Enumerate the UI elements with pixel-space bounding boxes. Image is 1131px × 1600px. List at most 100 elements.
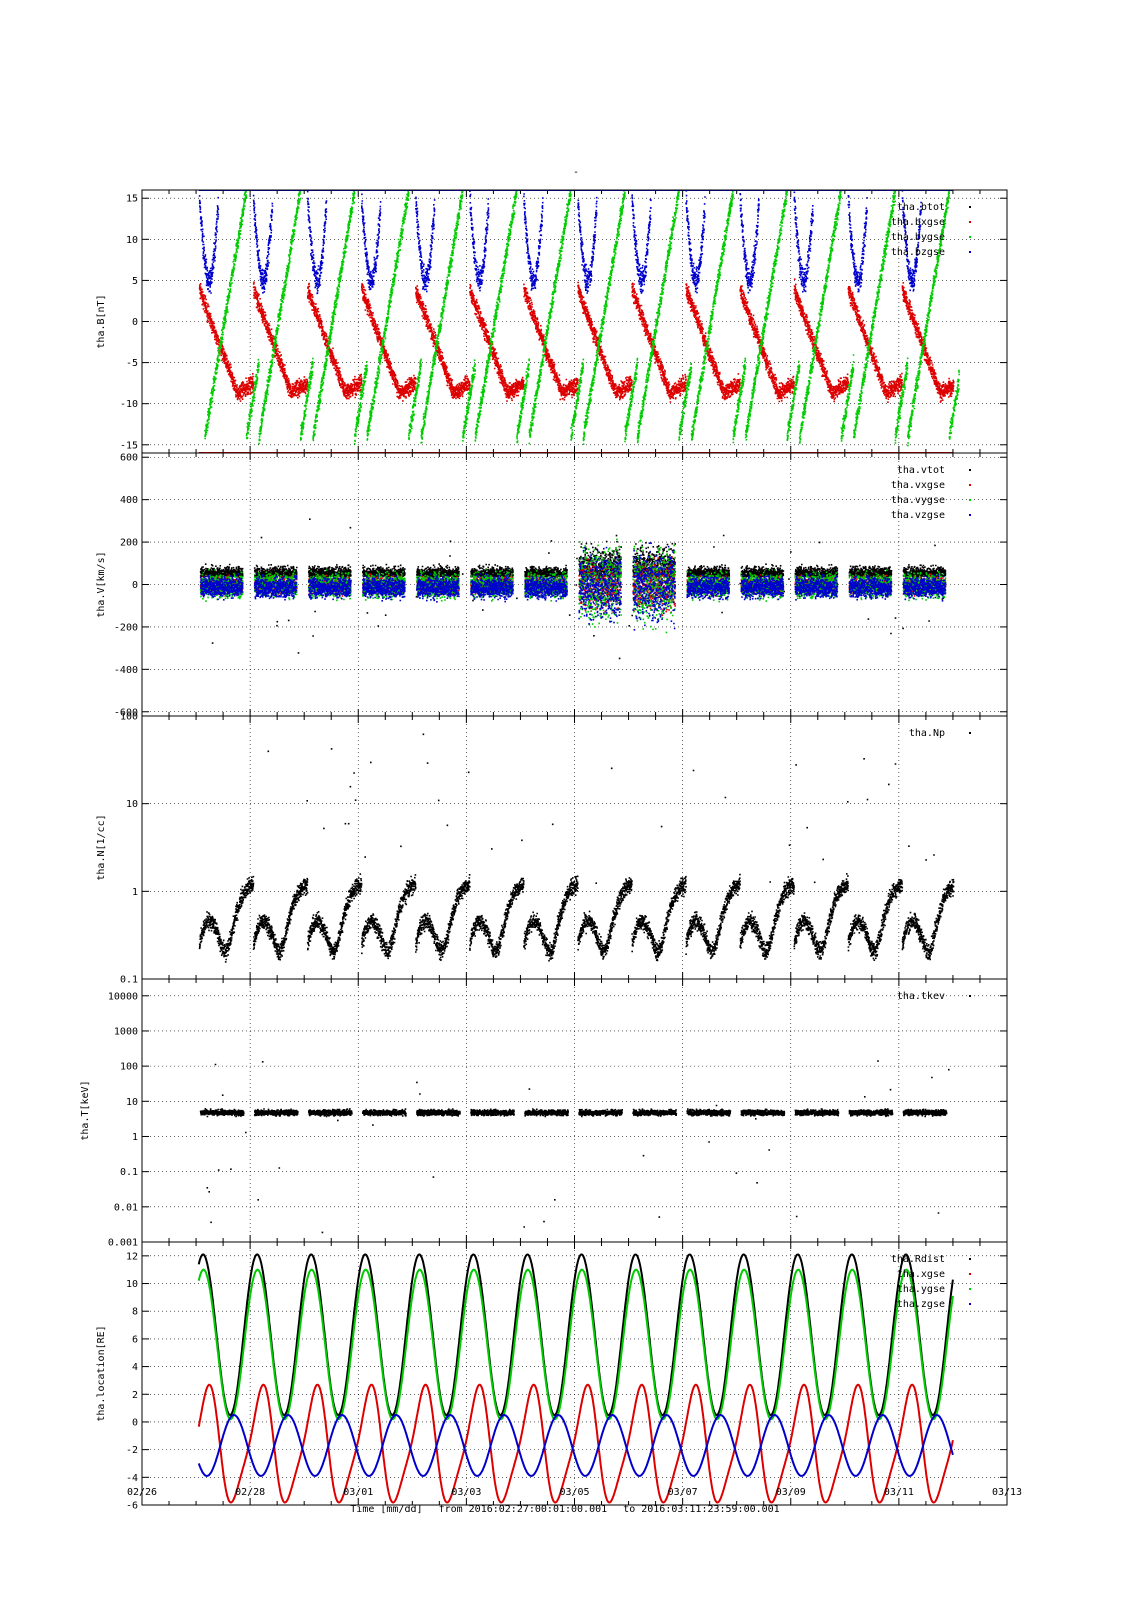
y-tick-label: -15 bbox=[120, 440, 138, 451]
y-tick-label: -6 bbox=[126, 1501, 138, 1512]
legend-marker bbox=[969, 251, 971, 253]
panel-4-ylabel: tha.T[keV] bbox=[80, 1080, 91, 1140]
legend-label: tha.bzgse bbox=[891, 247, 945, 258]
y-tick-label: -2 bbox=[126, 1445, 138, 1456]
y-tick-label: 2 bbox=[132, 1390, 138, 1401]
y-tick-label: 10 bbox=[126, 1279, 138, 1290]
panel-2: 600 400 200 0 -200 -400 -600 tha.V[km/s] tha.vto… bbox=[96, 452, 1008, 718]
panel-4-grid bbox=[142, 979, 1007, 1242]
ygse-line bbox=[197, 1268, 954, 1421]
y-tick-label: 0.01 bbox=[114, 1202, 138, 1213]
y-tick-label: 0.001 bbox=[108, 1238, 138, 1249]
x-tick-label: 03/09 bbox=[776, 1487, 806, 1498]
vzgse-points bbox=[199, 542, 947, 631]
legend-marker bbox=[969, 469, 971, 471]
legend-marker bbox=[969, 484, 971, 486]
y-tick-label: 5 bbox=[132, 276, 138, 287]
x-tick-label: 03/13 bbox=[992, 1487, 1022, 1498]
x-tick-label: 03/03 bbox=[451, 1487, 481, 1498]
x-tick-label: 03/05 bbox=[559, 1487, 589, 1498]
y-tick-label: 1 bbox=[132, 887, 138, 898]
panel-2-y-axis: 600 400 200 0 -200 -400 -600 bbox=[114, 453, 1008, 718]
panel-3-plot bbox=[198, 733, 955, 963]
legend-label: tha.tkev bbox=[897, 991, 945, 1002]
y-tick-label: -400 bbox=[114, 665, 138, 676]
x-tick-label: 03/11 bbox=[884, 1487, 914, 1498]
legend-label: tha.vzgse bbox=[891, 510, 945, 521]
y-tick-label: 10 bbox=[126, 1097, 138, 1108]
x-tick-label: 03/07 bbox=[668, 1487, 698, 1498]
y-tick-label: -600 bbox=[114, 707, 138, 718]
panel-1-y-axis: 15 10 5 0 -5 -10 -15 bbox=[120, 190, 1008, 453]
legend-marker bbox=[969, 236, 971, 238]
bxgse-points bbox=[198, 278, 955, 403]
panel-2-ylabel: tha.V[km/s] bbox=[96, 551, 107, 617]
panel-1-plot bbox=[198, 190, 960, 453]
xgse-line bbox=[197, 1383, 954, 1504]
x-tick-label: 03/01 bbox=[343, 1487, 373, 1498]
panel-3-y-axis: 100 10 1 0.1 bbox=[120, 712, 1008, 986]
legend-label: tha.bxgse bbox=[891, 217, 945, 228]
x-label-prefix: Time [mm/dd] bbox=[350, 1504, 422, 1515]
panel-2-plot bbox=[199, 518, 947, 660]
y-tick-label: 0.1 bbox=[120, 975, 138, 986]
legend-label: tha.Np bbox=[909, 728, 945, 739]
panel-2-legend: tha.vtot tha.vxgse tha.vygse tha.vzgse bbox=[891, 465, 971, 521]
legend-marker bbox=[969, 1258, 971, 1260]
np-points bbox=[198, 733, 955, 963]
y-tick-label: 10000 bbox=[108, 991, 138, 1002]
x-tick-label: 02/26 bbox=[127, 1487, 157, 1498]
y-tick-label: 8 bbox=[132, 1307, 138, 1318]
y-tick-label: -10 bbox=[120, 399, 138, 410]
legend-label: tha.btot bbox=[897, 202, 945, 213]
legend-marker bbox=[969, 995, 971, 997]
y-tick-label: 12 bbox=[126, 1251, 138, 1262]
legend-marker bbox=[969, 499, 971, 501]
y-tick-label: 0.1 bbox=[120, 1167, 138, 1178]
legend-label: tha.ygse bbox=[897, 1284, 945, 1295]
legend-marker bbox=[969, 1288, 971, 1290]
panel-3: 100 10 1 0.1 tha.N[1/cc] tha.Np bbox=[96, 712, 1008, 986]
x-label-to: to 2016:03:11:23:59:00.001 bbox=[623, 1504, 780, 1515]
y-tick-label: -4 bbox=[126, 1473, 138, 1484]
legend-label: tha.vxgse bbox=[891, 480, 945, 491]
y-tick-label: 400 bbox=[120, 495, 138, 506]
panel-4-y-axis: 10000 1000 100 10 1 0.1 0.01 0.001 bbox=[108, 979, 1008, 1249]
y-tick-label: 0 bbox=[132, 1417, 138, 1428]
y-tick-label: 100 bbox=[120, 1062, 138, 1073]
panel-3-ylabel: tha.N[1/cc] bbox=[96, 814, 107, 880]
y-tick-label: 10 bbox=[126, 799, 138, 810]
legend-marker bbox=[969, 221, 971, 223]
y-tick-label: 0 bbox=[132, 580, 138, 591]
legend-marker bbox=[969, 732, 971, 734]
legend-label: tha.Rdist bbox=[891, 1254, 945, 1265]
y-tick-label: 10 bbox=[126, 235, 138, 246]
x-axis-label: Time [mm/dd] from 2016:02:27:00:01:00.00… bbox=[350, 1504, 779, 1515]
panel-4: 10000 1000 100 10 1 0.1 0.01 0.001 tha.T[keV] tha… bbox=[80, 978, 1008, 1249]
panel-5-ylabel: tha.location[RE] bbox=[96, 1325, 107, 1421]
panel-3-legend: tha.Np bbox=[909, 728, 971, 739]
panel-5-grid bbox=[142, 1242, 1007, 1505]
y-tick-label: 1000 bbox=[114, 1026, 138, 1037]
y-tick-label: 6 bbox=[132, 1334, 138, 1345]
legend-marker bbox=[969, 206, 971, 208]
y-tick-label: -200 bbox=[114, 622, 138, 633]
legend-marker bbox=[969, 1273, 971, 1275]
legend-marker bbox=[969, 1303, 971, 1305]
y-tick-label: 200 bbox=[120, 538, 138, 549]
y-tick-label: -5 bbox=[126, 358, 138, 369]
chart-title: - bbox=[573, 167, 579, 178]
panel-5-y-axis: 12 10 8 6 4 2 0 -2 -4 -6 bbox=[126, 1242, 1008, 1512]
x-axis: 02/26 02/28 03/01 03/03 03/05 03/07 03/09 03/11… bbox=[127, 1487, 1022, 1498]
panels: 151050-5-10-15tha.B[nT]tha.btottha.bxgse… bbox=[80, 189, 1008, 1512]
panel-3-grid bbox=[142, 716, 1007, 979]
panel-5-legend: tha.Rdist tha.xgse tha.ygse tha.zgse bbox=[891, 1254, 971, 1310]
panel-1: 15 10 5 0 -5 -10 -15 tha.B[nT] tha.btot tha.bxgse… bbox=[96, 189, 1008, 454]
panel-3-frame bbox=[141, 715, 1008, 980]
panel-4-legend: tha.tkev bbox=[897, 991, 971, 1002]
panel-1-legend: tha.btot tha.bxgse tha.bygse tha.bzgse bbox=[891, 202, 971, 258]
panel-5-plot bbox=[197, 1253, 954, 1504]
legend-label: tha.vtot bbox=[897, 465, 945, 476]
x-label-from: from 2016:02:27:00:01:00.001 bbox=[439, 1504, 608, 1515]
